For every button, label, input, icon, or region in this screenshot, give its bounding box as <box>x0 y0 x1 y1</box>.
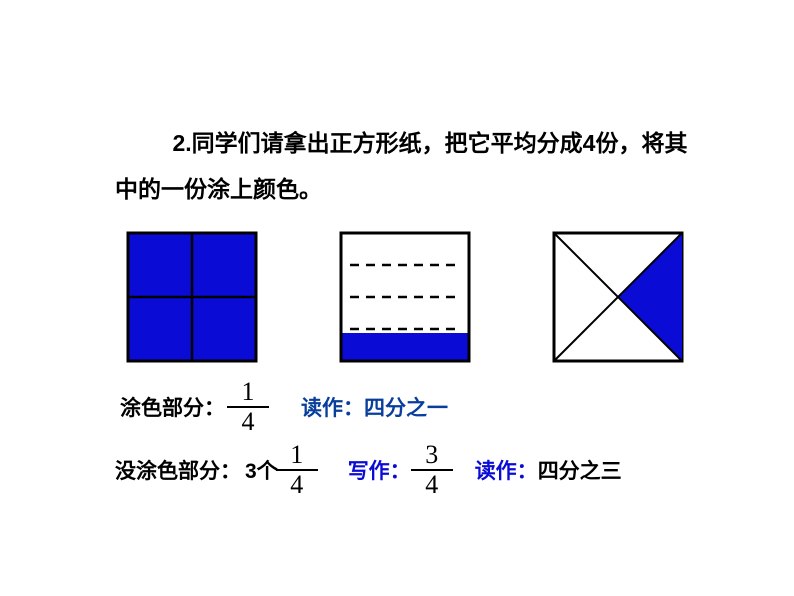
read-as-one-quarter: 读作：四分之一 <box>301 392 448 422</box>
fraction-numerator: 1 <box>238 379 259 405</box>
uncolored-part-label: 没涂色部分： <box>115 455 241 485</box>
fraction-three-quarters: 3 4 <box>411 442 453 498</box>
line-colored-part: 涂色部分： 1 4 读作：四分之一 <box>120 382 448 432</box>
fraction-numerator-34: 3 <box>421 442 442 468</box>
line-uncolored-part: 没涂色部分： 3个 1 4 写作： 3 4 读作： 四分之三 <box>115 445 622 495</box>
fraction-one-quarter-b: 1 4 <box>276 442 318 498</box>
colored-part-label: 涂色部分： <box>120 392 225 422</box>
read-as-label-2: 读作： <box>475 455 538 485</box>
squares-row <box>125 230 685 364</box>
fraction-numerator-b: 1 <box>286 442 307 468</box>
fraction-denominator: 4 <box>238 409 259 435</box>
fraction-denominator-34: 4 <box>421 472 442 498</box>
square-2-horizontal-quarters <box>338 230 472 364</box>
slide-page: 2.同学们请拿出正方形纸，把它平均分成4份，将其中的一份涂上颜色。 涂色部分： … <box>0 0 794 596</box>
count-3: 3个 <box>245 455 278 485</box>
read-as-three-quarters: 四分之三 <box>538 455 622 485</box>
write-as-label: 写作： <box>348 455 411 485</box>
fraction-denominator-b: 4 <box>286 472 307 498</box>
instruction-text: 2.同学们请拿出正方形纸，把它平均分成4份，将其中的一份涂上颜色。 <box>115 120 690 212</box>
square-3-diagonal-quarters <box>551 230 685 364</box>
fraction-one-quarter: 1 4 <box>227 379 269 435</box>
square-1-grid-all-blue <box>125 230 259 364</box>
